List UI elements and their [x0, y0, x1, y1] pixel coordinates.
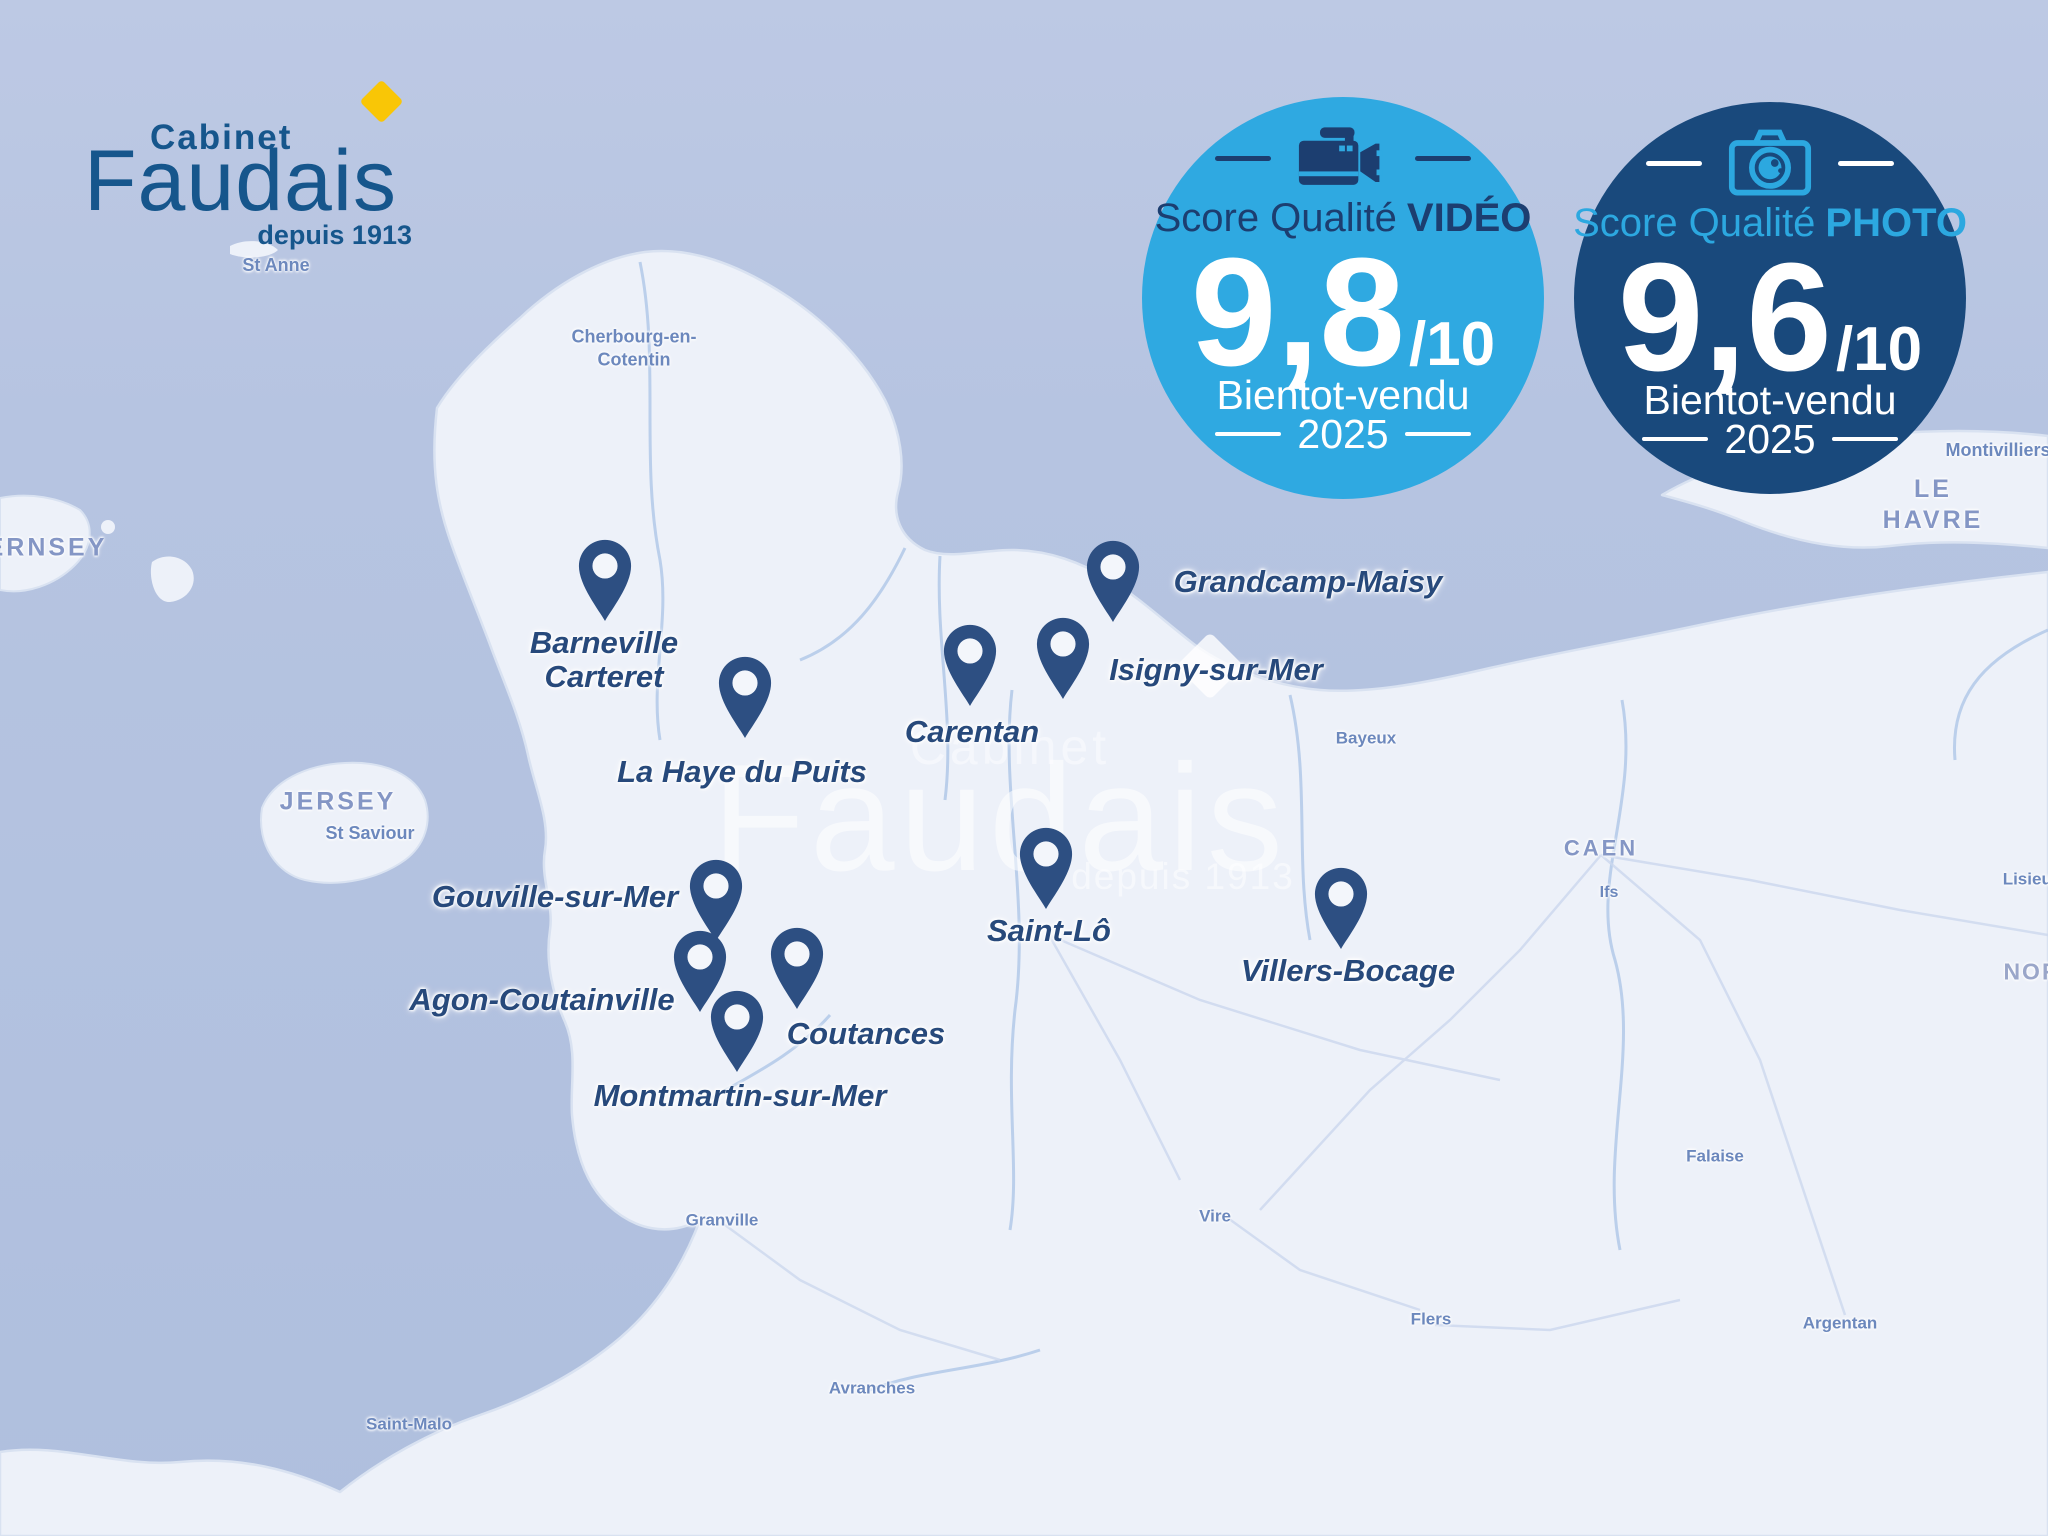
photo-camera-icon [1728, 129, 1812, 196]
map-label-cherbourg: Cherbourg-en- Cotentin [571, 326, 697, 370]
map-label-falaise: Falaise [1686, 1146, 1744, 1166]
map-label-saint-malo: Saint-Malo [366, 1414, 452, 1434]
map-label-granville: Granville [685, 1210, 759, 1230]
dash-right [1415, 155, 1471, 161]
pin-agon-coutainville [669, 928, 731, 1013]
pin-grandcamp-maisy [1082, 538, 1144, 623]
video-score-outof: /10 [1408, 310, 1496, 379]
pin-isigny-sur-mer [1032, 615, 1094, 700]
pin-coutances [766, 925, 828, 1010]
pin-label-grandcamp-maisy: Grandcamp-Maisy [1173, 563, 1443, 599]
island-alderney [230, 241, 278, 258]
dash-right [1404, 432, 1471, 436]
video-score-badge: Score Qualité VIDÉO 9,8 /10 Bientot-vend… [1142, 97, 1544, 499]
photo-title-regular: Score Qualité [1573, 200, 1816, 245]
logo-faudais: Faudais [84, 133, 397, 229]
map-label-vire: Vire [1199, 1206, 1231, 1226]
video-title-bold: VIDÉO [1406, 195, 1532, 240]
photo-badge-title: Score Qualité PHOTO [1573, 198, 1967, 248]
map-label-guernsey: ERNSEY [0, 533, 108, 562]
video-badge-year: 2025 [1297, 410, 1389, 457]
watermark-cabinet: Cabinet [909, 719, 1111, 775]
dash-right [1831, 437, 1898, 441]
photo-badge-year: 2025 [1724, 415, 1816, 462]
photo-badge-header [1574, 128, 1966, 198]
map-label-st-anne: St Anne [242, 254, 310, 275]
dash-right [1838, 160, 1894, 166]
map-label-caen: CAEN [1563, 835, 1639, 861]
pin-carentan [939, 622, 1001, 707]
video-score: 9,8 /10 [1142, 235, 1544, 389]
map-label-bayeux: Bayeux [1335, 728, 1397, 748]
map-label-argentan: Argentan [1802, 1313, 1878, 1333]
pin-label-gouville-sur-mer: Gouville-sur-Mer [431, 878, 679, 914]
dash-left [1642, 437, 1709, 441]
pin-la-haye-du-puits [714, 654, 776, 739]
logo-cabinet: Cabinet [150, 118, 293, 157]
pin-label-barneville-carteret: Barneville Carteret [529, 624, 679, 694]
dash-left [1215, 155, 1271, 161]
roads [724, 853, 2048, 1362]
map-label-flers: Flers [1410, 1309, 1452, 1329]
video-badge-year-row: 2025 [1142, 411, 1544, 457]
pin-label-carentan: Carentan [904, 713, 1040, 749]
pin-gouville-sur-mer [685, 857, 747, 942]
photo-title-bold: PHOTO [1825, 200, 1967, 245]
photo-score-value: 9,6 [1617, 231, 1832, 403]
video-title-regular: Score Qualité [1154, 195, 1397, 240]
map-label-ifs: Ifs [1599, 884, 1619, 901]
pin-label-saint-lo: Saint-Lô [987, 912, 1111, 948]
watermark-tagline: depuis 1913 [1071, 856, 1295, 897]
watermark-faudais: Faudais [712, 733, 1288, 903]
pin-label-villers-bocage: Villers-Bocage [1240, 952, 1456, 988]
video-score-value: 9,8 [1190, 226, 1405, 398]
map-label-le-havre: LE HAVRE [1882, 474, 1984, 534]
pin-barneville-carteret [574, 537, 636, 622]
dash-left [1646, 160, 1702, 166]
logo-tagline: depuis 1913 [257, 220, 412, 250]
pin-label-agon-coutainville: Agon-Coutainville [409, 981, 675, 1017]
dash-left [1215, 432, 1282, 436]
photo-badge-subtitle: Bientot-vendu [1643, 376, 1897, 423]
island-guernsey [0, 494, 91, 593]
video-camera-icon [1298, 127, 1383, 185]
pin-villers-bocage [1310, 865, 1372, 950]
photo-score-outof: /10 [1835, 315, 1923, 384]
map-label-lisieux: Lisieux [2002, 869, 2048, 889]
pin-montmartin-sur-mer [706, 988, 768, 1073]
pin-label-coutances: Coutances [786, 1015, 946, 1051]
rivers [638, 261, 2048, 1392]
video-badge-subtitle: Bientot-vendu [1216, 371, 1470, 418]
photo-badge-year-row: 2025 [1574, 416, 1966, 462]
map-label-st-saviour: St Saviour [325, 822, 415, 843]
photo-score: 9,6 /10 [1574, 240, 1966, 394]
map-label-normandie: NOR [2003, 958, 2048, 985]
pin-label-isigny-sur-mer: Isigny-sur-Mer [1109, 651, 1323, 687]
pin-saint-lo [1015, 825, 1077, 910]
video-badge-title: Score Qualité VIDÉO [1142, 193, 1544, 243]
map-label-avranches: Avranches [828, 1378, 916, 1398]
land-normandy [0, 249, 2048, 1536]
map-label-montivilliers: Montivilliers [1945, 439, 2048, 460]
pin-label-montmartin-sur-mer: Montmartin-sur-Mer [593, 1077, 887, 1113]
photo-score-badge: Score Qualité PHOTO 9,6 /10 Bientot-vend… [1573, 102, 1967, 494]
island-herm [101, 520, 115, 534]
video-badge-header [1142, 123, 1544, 193]
island-sark [150, 556, 194, 603]
island-jersey [260, 761, 429, 884]
pin-label-la-haye-du-puits: La Haye du Puits [617, 753, 867, 789]
map-label-jersey: JERSEY [279, 787, 397, 816]
